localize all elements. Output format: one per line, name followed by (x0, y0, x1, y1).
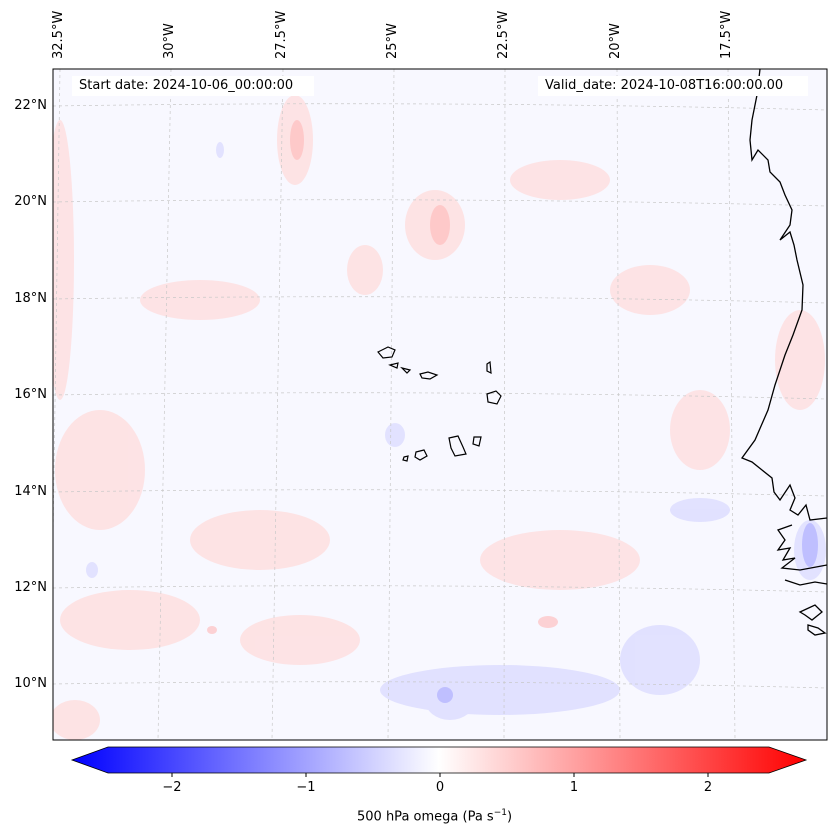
lon-label-25w: 25°W (385, 23, 400, 59)
colorbar-tick-2: 2 (703, 780, 713, 795)
colorbar-tick-0: 0 (435, 780, 445, 795)
valid-date-label: Valid_date: 2024-10-08T16:00:00.00 (545, 78, 784, 93)
coastline (740, 69, 827, 636)
lon-label-30w: 30°W (162, 23, 177, 59)
lon-label-20w: 20°W (608, 23, 623, 59)
start-date-label: Start date: 2024-10-06_00:00:00 (79, 78, 294, 93)
colorbar (70, 746, 808, 777)
lon-label-32-5w: 32.5°W (51, 10, 66, 59)
lat-label-20n: 20°N (14, 194, 47, 209)
lon-label-27-5w: 27.5°W (274, 10, 289, 59)
lat-label-14n: 14°N (14, 484, 47, 499)
colorbar-tick-minus2: −2 (162, 780, 182, 795)
colorbar-label-text: 500 hPa omega (Pa s (357, 809, 494, 825)
lat-label-12n: 12°N (14, 580, 47, 595)
start-date-box (72, 76, 314, 96)
lat-label-16n: 16°N (14, 387, 47, 402)
lon-label-22-5w: 22.5°W (496, 10, 511, 59)
graticule (53, 69, 827, 740)
colorbar-tick-minus1: −1 (296, 780, 316, 795)
colorbar-label: 500 hPa omega (Pa s−1) (357, 808, 512, 824)
lat-label-18n: 18°N (14, 291, 47, 306)
valid-date-box (538, 76, 808, 96)
lon-label-17-5w: 17.5°W (719, 10, 734, 59)
islands (377, 346, 502, 462)
lat-label-10n: 10°N (14, 676, 47, 691)
lat-label-22n: 22°N (14, 98, 47, 113)
colorbar-tick-1: 1 (569, 780, 579, 795)
colorbar-label-superscript: −1 (493, 808, 507, 818)
map-frame (52, 68, 828, 741)
omega-field (53, 69, 827, 740)
colorbar-label-end: ) (506, 809, 513, 825)
